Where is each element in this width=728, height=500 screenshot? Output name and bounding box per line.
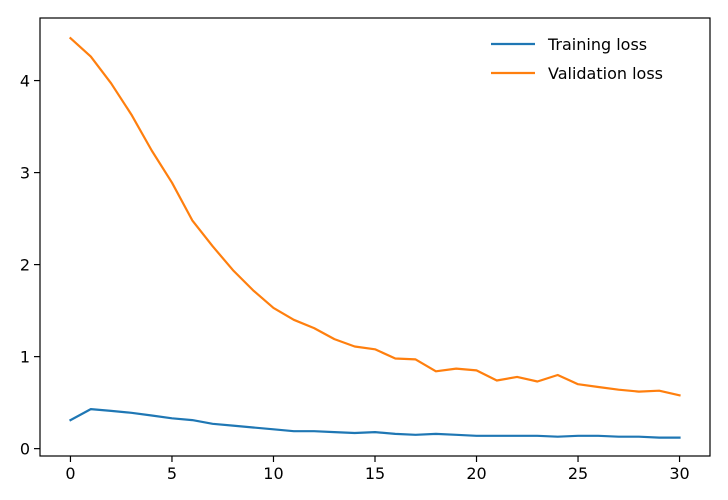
plot-frame xyxy=(39,17,711,457)
y-tick-label: 0 xyxy=(20,440,30,459)
y-tick-label: 2 xyxy=(20,256,30,275)
x-tick-label: 15 xyxy=(365,464,385,483)
x-tick-label: 0 xyxy=(65,464,75,483)
x-tick-label: 25 xyxy=(568,464,588,483)
series-line-training-loss xyxy=(69,408,681,439)
plot-background xyxy=(40,18,710,456)
y-tick-label: 1 xyxy=(20,348,30,367)
legend-label: Training loss xyxy=(547,35,647,54)
y-tick-label: 3 xyxy=(20,164,30,183)
series-line-validation-loss xyxy=(68,36,681,397)
series-lines xyxy=(68,36,681,439)
x-tick-label: 30 xyxy=(669,464,689,483)
x-tick-label: 5 xyxy=(167,464,177,483)
y-tick-label: 4 xyxy=(20,72,30,91)
legend-label: Validation loss xyxy=(548,64,663,83)
x-tick-label: 10 xyxy=(263,464,283,483)
axis-ticks: 0 5 10 15 20 25 30 0 1 2 3 4 xyxy=(20,72,690,483)
legend: Training loss Validation loss xyxy=(491,35,663,83)
x-tick-label: 20 xyxy=(466,464,486,483)
